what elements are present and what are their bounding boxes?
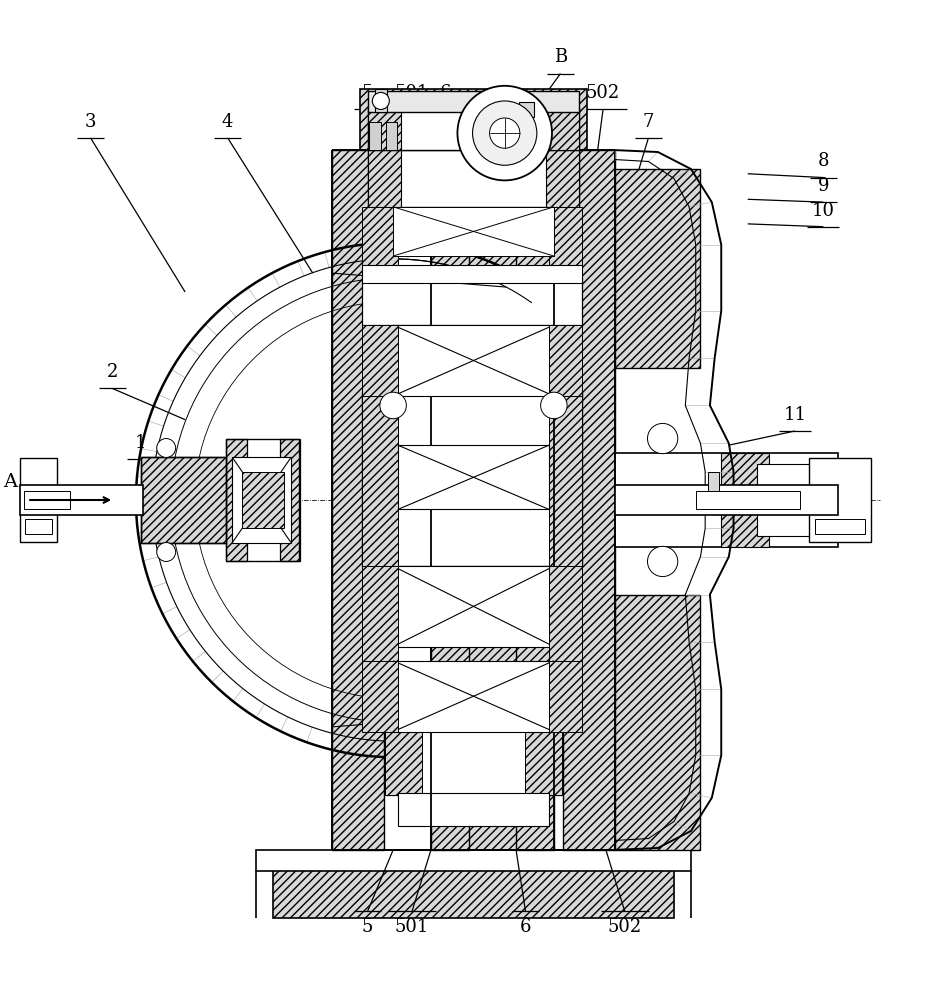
Bar — [331, 150, 384, 850]
Bar — [241, 472, 284, 528]
Bar — [616, 485, 837, 515]
Bar — [367, 108, 401, 150]
Bar — [708, 472, 720, 492]
Bar — [367, 108, 580, 150]
Text: 6: 6 — [520, 918, 531, 936]
Bar — [385, 122, 397, 150]
Bar — [546, 150, 580, 207]
Bar — [393, 661, 554, 732]
Bar — [25, 491, 70, 509]
Text: B: B — [554, 48, 567, 66]
Bar — [362, 265, 582, 283]
Circle shape — [156, 543, 175, 561]
Bar — [549, 566, 582, 661]
Bar — [362, 391, 582, 566]
Text: 501: 501 — [395, 918, 429, 936]
Bar — [431, 136, 554, 178]
Text: 4: 4 — [222, 113, 233, 131]
Bar — [809, 458, 870, 542]
Bar — [516, 150, 554, 850]
Bar — [431, 150, 469, 850]
Circle shape — [541, 392, 567, 419]
Bar — [367, 150, 580, 207]
Bar — [398, 793, 549, 826]
Text: 9: 9 — [817, 177, 830, 195]
Bar — [256, 850, 691, 871]
Bar — [563, 150, 616, 850]
Bar — [375, 89, 387, 112]
Bar — [225, 439, 246, 561]
Text: 10: 10 — [812, 202, 835, 220]
Bar — [273, 866, 674, 918]
Bar — [549, 391, 582, 566]
Circle shape — [457, 86, 552, 180]
Bar — [519, 102, 534, 117]
Bar — [696, 491, 799, 509]
Circle shape — [473, 101, 537, 165]
Bar — [546, 108, 580, 150]
Text: 5: 5 — [362, 918, 373, 936]
Bar — [369, 122, 381, 150]
Bar — [525, 729, 563, 795]
Bar — [26, 519, 52, 534]
Text: 502: 502 — [586, 84, 620, 102]
Text: 5: 5 — [362, 84, 373, 102]
Bar — [20, 485, 143, 515]
Bar — [20, 458, 58, 542]
Bar — [141, 457, 225, 543]
Bar — [758, 464, 828, 536]
Text: 1: 1 — [134, 434, 147, 452]
Bar — [393, 566, 554, 647]
Bar — [549, 325, 582, 396]
Bar — [279, 439, 300, 561]
Bar — [232, 457, 291, 543]
Text: 2: 2 — [107, 363, 118, 381]
Circle shape — [156, 439, 175, 457]
Circle shape — [490, 118, 520, 148]
Bar — [431, 150, 554, 850]
Bar — [362, 661, 398, 732]
Bar — [360, 89, 587, 150]
Bar — [722, 453, 769, 547]
Text: 3: 3 — [85, 113, 97, 131]
Text: 11: 11 — [783, 406, 807, 424]
Bar — [814, 519, 865, 534]
Bar — [362, 391, 398, 566]
Bar — [393, 325, 554, 396]
Text: 501: 501 — [395, 84, 429, 102]
Bar — [129, 491, 142, 509]
Circle shape — [372, 92, 389, 109]
Bar — [549, 207, 582, 271]
Bar — [393, 207, 554, 256]
Bar — [367, 150, 401, 207]
Circle shape — [648, 423, 678, 454]
Bar — [362, 566, 398, 661]
Bar — [362, 207, 398, 271]
Text: 8: 8 — [817, 152, 830, 170]
Bar — [616, 595, 701, 850]
Text: 502: 502 — [608, 918, 642, 936]
Bar — [616, 453, 837, 547]
Circle shape — [380, 392, 406, 419]
Bar — [384, 729, 422, 795]
Bar — [384, 729, 563, 795]
Bar — [398, 445, 549, 509]
Circle shape — [648, 546, 678, 577]
Bar — [367, 91, 580, 112]
Bar — [549, 661, 582, 732]
Bar — [362, 278, 582, 325]
Text: A: A — [3, 473, 17, 491]
Text: 6: 6 — [439, 84, 451, 102]
Bar — [616, 169, 701, 368]
Text: 7: 7 — [643, 113, 654, 131]
Bar — [362, 325, 398, 396]
